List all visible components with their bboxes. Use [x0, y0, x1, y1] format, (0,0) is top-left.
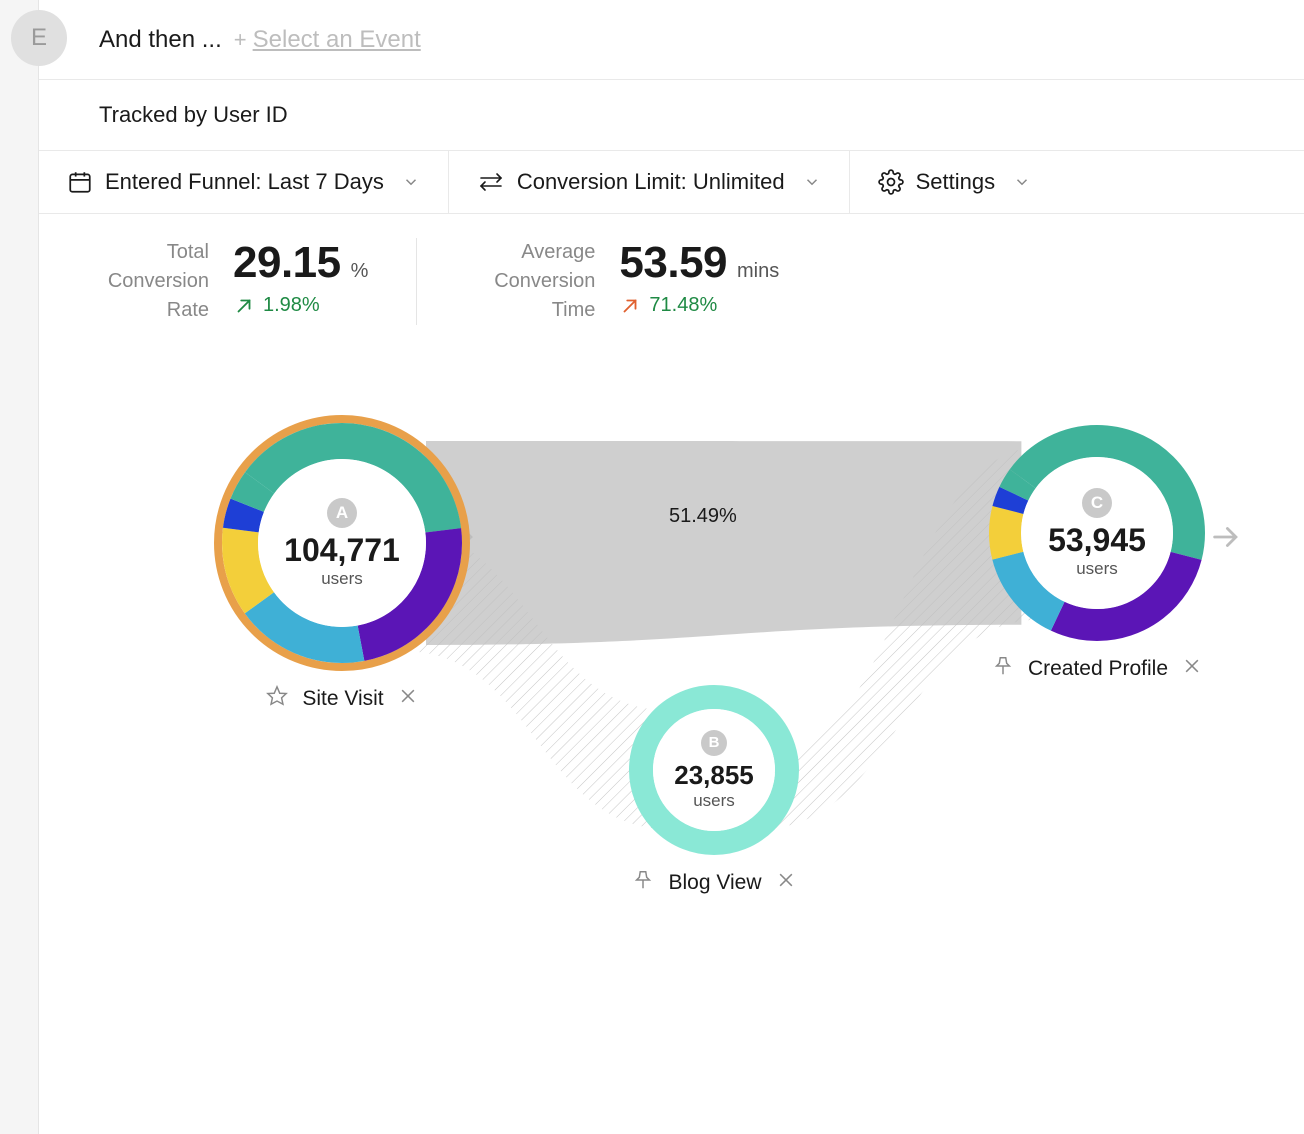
step-badge-e: E: [11, 10, 67, 66]
metric-conversion-rate: TotalConversionRate 29.15 % 1.98%: [79, 238, 416, 325]
and-then-label: And then ...: [99, 26, 222, 54]
conversion-limit-filter[interactable]: Conversion Limit: Unlimited: [449, 151, 850, 213]
pin-icon[interactable]: [992, 655, 1014, 683]
node-name: Site Visit: [302, 687, 383, 711]
metric-delta: 71.48%: [619, 294, 779, 317]
date-range-filter[interactable]: Entered Funnel: Last 7 Days: [39, 151, 449, 213]
add-event-icon[interactable]: +: [234, 27, 247, 53]
metric-value: 29.15: [233, 238, 341, 288]
funnel-node-site-visit[interactable]: A 104,771 users Site Visit: [214, 415, 470, 713]
metric-value: 53.59: [619, 238, 727, 288]
tracked-by-label: Tracked by User ID: [99, 102, 288, 127]
arrow-right-icon: [1209, 520, 1243, 559]
metric-unit: %: [351, 260, 369, 283]
metrics-row: TotalConversionRate 29.15 % 1.98% Averag…: [39, 214, 1304, 335]
star-icon[interactable]: [266, 685, 288, 713]
arrow-up-right-icon: [619, 295, 641, 317]
node-user-count: 104,771: [284, 532, 400, 569]
node-users-label: users: [321, 569, 363, 589]
settings-label: Settings: [916, 169, 996, 195]
filter-bar: Entered Funnel: Last 7 Days Conversion L…: [39, 151, 1304, 214]
date-range-label: Entered Funnel: Last 7 Days: [105, 169, 384, 195]
left-gutter: [0, 0, 38, 1134]
gear-icon: [878, 169, 904, 195]
select-event-link[interactable]: Select an Event: [253, 26, 421, 54]
funnel-node-blog-view[interactable]: B 23,855 users Blog View: [629, 685, 799, 897]
metric-delta: 1.98%: [233, 294, 368, 317]
funnel-chart: 51.49% A 104,771 users: [39, 365, 1304, 985]
chevron-down-icon: [803, 173, 821, 191]
conversion-limit-label: Conversion Limit: Unlimited: [517, 169, 785, 195]
node-letter-badge: B: [701, 730, 727, 756]
close-icon[interactable]: [1182, 656, 1202, 682]
calendar-icon: [67, 169, 93, 195]
node-letter-badge: A: [327, 498, 357, 528]
node-users-label: users: [1076, 559, 1118, 579]
settings-menu[interactable]: Settings: [850, 151, 1060, 213]
metric-delta-value: 71.48%: [649, 294, 717, 317]
node-name: Created Profile: [1028, 657, 1168, 681]
event-step-row: E And then ... + Select an Event: [39, 0, 1304, 80]
arrow-up-right-icon: [233, 295, 255, 317]
metric-unit: mins: [737, 260, 779, 283]
swap-arrows-icon: [477, 171, 505, 193]
metric-conversion-time: AverageConversionTime 53.59 mins 71.48%: [416, 238, 827, 325]
node-users-label: users: [693, 791, 735, 811]
chevron-down-icon: [402, 173, 420, 191]
tracked-by-row[interactable]: Tracked by User ID: [39, 80, 1304, 151]
metric-label: TotalConversionRate: [79, 238, 209, 325]
metric-label: AverageConversionTime: [465, 238, 595, 325]
metric-delta-value: 1.98%: [263, 294, 320, 317]
node-user-count: 23,855: [674, 760, 754, 791]
node-name: Blog View: [668, 871, 761, 895]
close-icon[interactable]: [398, 686, 418, 712]
close-icon[interactable]: [776, 870, 796, 896]
main-panel: E And then ... + Select an Event Tracked…: [38, 0, 1304, 1134]
pin-icon[interactable]: [632, 869, 654, 897]
funnel-node-created-profile[interactable]: C 53,945 users Created Profile: [989, 425, 1205, 683]
flow-percent-label: 51.49%: [669, 505, 737, 528]
chevron-down-icon: [1013, 173, 1031, 191]
node-user-count: 53,945: [1048, 522, 1146, 559]
node-letter-badge: C: [1082, 488, 1112, 518]
